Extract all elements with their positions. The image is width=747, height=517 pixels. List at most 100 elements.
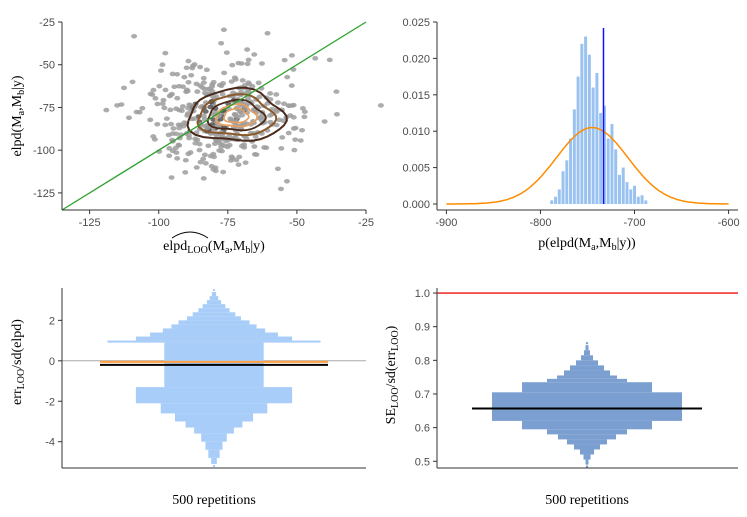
hist-bar [614, 149, 618, 204]
scatter-point [291, 147, 298, 153]
scatter-points [103, 27, 384, 192]
violin-bin [583, 454, 591, 460]
scatter-point [200, 75, 207, 81]
violin-bin [209, 296, 219, 301]
violin-bin [135, 387, 293, 404]
scatter-point [284, 74, 291, 80]
scatter-point [209, 84, 216, 89]
density-contour [214, 103, 259, 128]
scatter-point [175, 122, 182, 128]
x-tick-label: -50 [289, 217, 305, 229]
scatter-point [139, 106, 146, 111]
violin-bin [580, 449, 594, 455]
scatter-point [288, 53, 295, 58]
scatter-point [184, 111, 191, 116]
y-tick-label: 0.020 [402, 53, 430, 65]
x-tick-label: -25 [358, 217, 374, 229]
violin-bin [162, 328, 266, 333]
scatter-point [174, 71, 181, 77]
scatter-point [200, 113, 207, 119]
hist-bar [625, 182, 629, 204]
scatter-point [241, 83, 248, 88]
scatter-point [333, 111, 340, 117]
scatter-point [166, 153, 173, 159]
y-tick-label: -25 [39, 17, 55, 29]
scatter-point [147, 117, 154, 123]
scatter-point [179, 84, 186, 89]
scatter-point [238, 61, 245, 66]
scatter-point [183, 65, 190, 71]
y-tick-label: -125 [33, 188, 55, 200]
scatter-point [131, 34, 138, 39]
err-y-label: errLOO/sd(elpd) [10, 319, 27, 405]
scatter-point [194, 89, 201, 94]
scatter-point [187, 150, 194, 155]
scatter-point [301, 114, 308, 120]
violin-bin [208, 449, 220, 458]
y-tick-label: -75 [39, 102, 55, 114]
scatter-point [191, 116, 198, 121]
hist-bar [587, 54, 591, 205]
scatter-point [278, 146, 285, 151]
y-tick-label: 1.0 [415, 288, 430, 300]
scatter-point [186, 102, 193, 107]
scatter-point [228, 154, 235, 160]
scatter-point [118, 102, 125, 107]
scatter-y-label: elpd(Ma,Mb|y) [10, 75, 27, 156]
err-y-ticks: 2 0 -2 -4 [45, 315, 62, 449]
violin-bin [585, 459, 589, 465]
scatter-point [199, 85, 206, 90]
hist-bar [621, 167, 625, 204]
scatter-point [154, 101, 161, 107]
scatter-point [301, 109, 308, 115]
violin-bin [574, 444, 600, 450]
scatter-point [194, 137, 201, 143]
scatter-point [196, 147, 203, 153]
scatter-point [249, 83, 256, 89]
hist-bar [633, 185, 637, 204]
scatter-point [227, 116, 234, 121]
hist-bar [584, 36, 588, 205]
scatter-point [208, 163, 215, 169]
scatter-point [277, 186, 284, 192]
scatter-point [244, 61, 251, 67]
hat-symbol [171, 231, 209, 239]
hist-bar [569, 138, 573, 204]
scatter-point [125, 115, 132, 121]
scatter-point [232, 77, 239, 82]
scatter-point [245, 57, 252, 63]
histogram-panel: -900 -800 -700 -600 0.0000.0050.0100.0150.0… [402, 17, 739, 253]
scatter-point [223, 50, 230, 55]
x-tick-label: -600 [718, 217, 740, 229]
scatter-point [172, 145, 179, 151]
violin-bin [201, 433, 227, 442]
scatter-point [273, 92, 280, 97]
scatter-point [218, 144, 225, 150]
violin-bin [211, 457, 217, 464]
scatter-point [221, 70, 228, 76]
scatter-point [283, 178, 290, 184]
scatter-point [159, 101, 166, 106]
scatter-point [186, 135, 193, 141]
se-y-ticks: 1.0 0.9 0.8 0.7 0.6 0.5 [415, 288, 437, 468]
y-tick-label: -2 [45, 396, 55, 408]
scatter-point [184, 88, 191, 94]
histogram-bars [550, 36, 648, 205]
density-contour [186, 86, 288, 142]
scatter-point [273, 109, 280, 114]
x-tick-label: -75 [220, 217, 236, 229]
violin-bin [570, 365, 604, 371]
se-violin-panel: 1.0 0.9 0.8 0.7 0.6 0.5 500 repetitions SELOO… [384, 288, 738, 508]
violin-bin [185, 421, 243, 428]
hist-bar [599, 113, 603, 204]
scatter-point [333, 89, 340, 94]
scatter-point [202, 160, 209, 166]
scatter-point [321, 119, 328, 124]
scatter-point [274, 166, 281, 172]
scatter-y-ticks: -125 -100 -75 -50 -25 [33, 17, 62, 200]
scatter-point [185, 105, 192, 111]
scatter-point [196, 141, 203, 147]
scatter-point [220, 27, 227, 33]
violin-bin [198, 308, 230, 313]
x-tick-label: -100 [148, 217, 170, 229]
